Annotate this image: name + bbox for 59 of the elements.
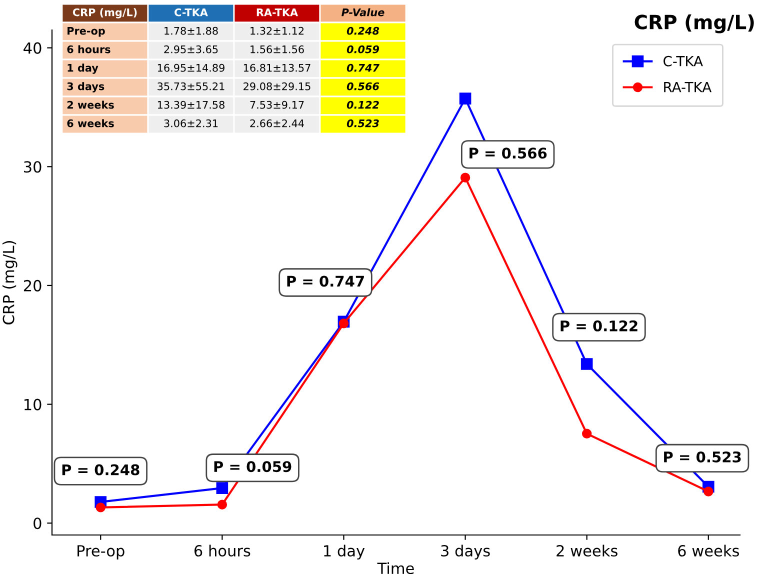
- point: [216, 482, 228, 494]
- annotation: 0.747: [346, 64, 380, 72]
- text: P-Value: [342, 8, 384, 16]
- annotation: 2.95±3.65: [164, 45, 218, 54]
- x-axis-title: Time: [377, 562, 414, 574]
- annotation: 2 weeks: [67, 100, 114, 109]
- annotation: 29.08±29.15: [244, 82, 310, 90]
- annotation: P = 0.523: [664, 451, 741, 462]
- point: [217, 500, 228, 510]
- x-tick-label: 2 weeks: [556, 544, 618, 557]
- annotation: 1.32±1.12: [250, 26, 304, 35]
- annotation: 0.566: [346, 82, 380, 90]
- annotation: 1.56±1.56: [250, 45, 304, 54]
- annotation: 7.53±9.17: [250, 100, 304, 109]
- point: [338, 318, 349, 328]
- annotation: 13.39±17.58: [158, 100, 224, 109]
- y-tick-label: 40: [24, 42, 42, 54]
- point: [580, 358, 593, 370]
- annotation: 16.95±14.89: [158, 64, 224, 72]
- annotation: P = 0.059: [214, 461, 292, 472]
- annotation: 6 hours: [67, 45, 110, 54]
- y-tick-label: 0: [34, 518, 42, 530]
- point: [96, 502, 106, 512]
- annotation: 3.06±2.31: [164, 119, 218, 128]
- annotation: P = 0.747: [287, 276, 364, 287]
- text: RA-TKA: [256, 8, 298, 16]
- annotation: 1 day: [68, 64, 98, 74]
- annotation: 6 weeks: [67, 119, 114, 128]
- legend-label: RA-TKA: [664, 82, 712, 92]
- text: CRP (mg/L): [72, 8, 137, 18]
- annotation: 3 days: [67, 82, 104, 92]
- x-tick-label: 6 hours: [194, 544, 250, 557]
- y-tick-label: 20: [24, 280, 42, 292]
- annotation: P = 0.248: [62, 464, 140, 476]
- annotation: 0.248: [346, 26, 380, 35]
- point: [582, 428, 592, 439]
- y-tick-label: 30: [24, 161, 42, 173]
- annotation: 2.66±2.44: [250, 119, 304, 128]
- x-tick-label: 1 day: [324, 544, 365, 560]
- annotation: 16.81±13.57: [244, 64, 310, 72]
- x-tick-label: 3 days: [441, 544, 490, 560]
- point: [704, 486, 714, 496]
- y-tick-label: 10: [24, 398, 42, 410]
- annotation: P = 0.566: [470, 148, 547, 159]
- annotation: P = 0.122: [560, 320, 638, 332]
- annotation: 35.73±55.21: [158, 82, 224, 90]
- x-tick-label: 6 weeks: [678, 544, 739, 557]
- legend-label: C-TKA: [664, 56, 703, 66]
- annotation: 0.523: [346, 119, 379, 128]
- text: C-TKA: [174, 8, 208, 16]
- annotation: 1.78±1.88: [164, 26, 218, 35]
- annotation: 0.059: [346, 45, 380, 54]
- annotation: Pre-op: [68, 27, 105, 37]
- point: [460, 172, 470, 182]
- x-tick-label: Pre-op: [78, 545, 124, 560]
- point: [459, 92, 472, 104]
- chart-title: CRP (mg/L): [634, 14, 754, 34]
- annotation: 0.122: [346, 100, 379, 109]
- y-axis-title: CRP (mg/L): [2, 241, 18, 324]
